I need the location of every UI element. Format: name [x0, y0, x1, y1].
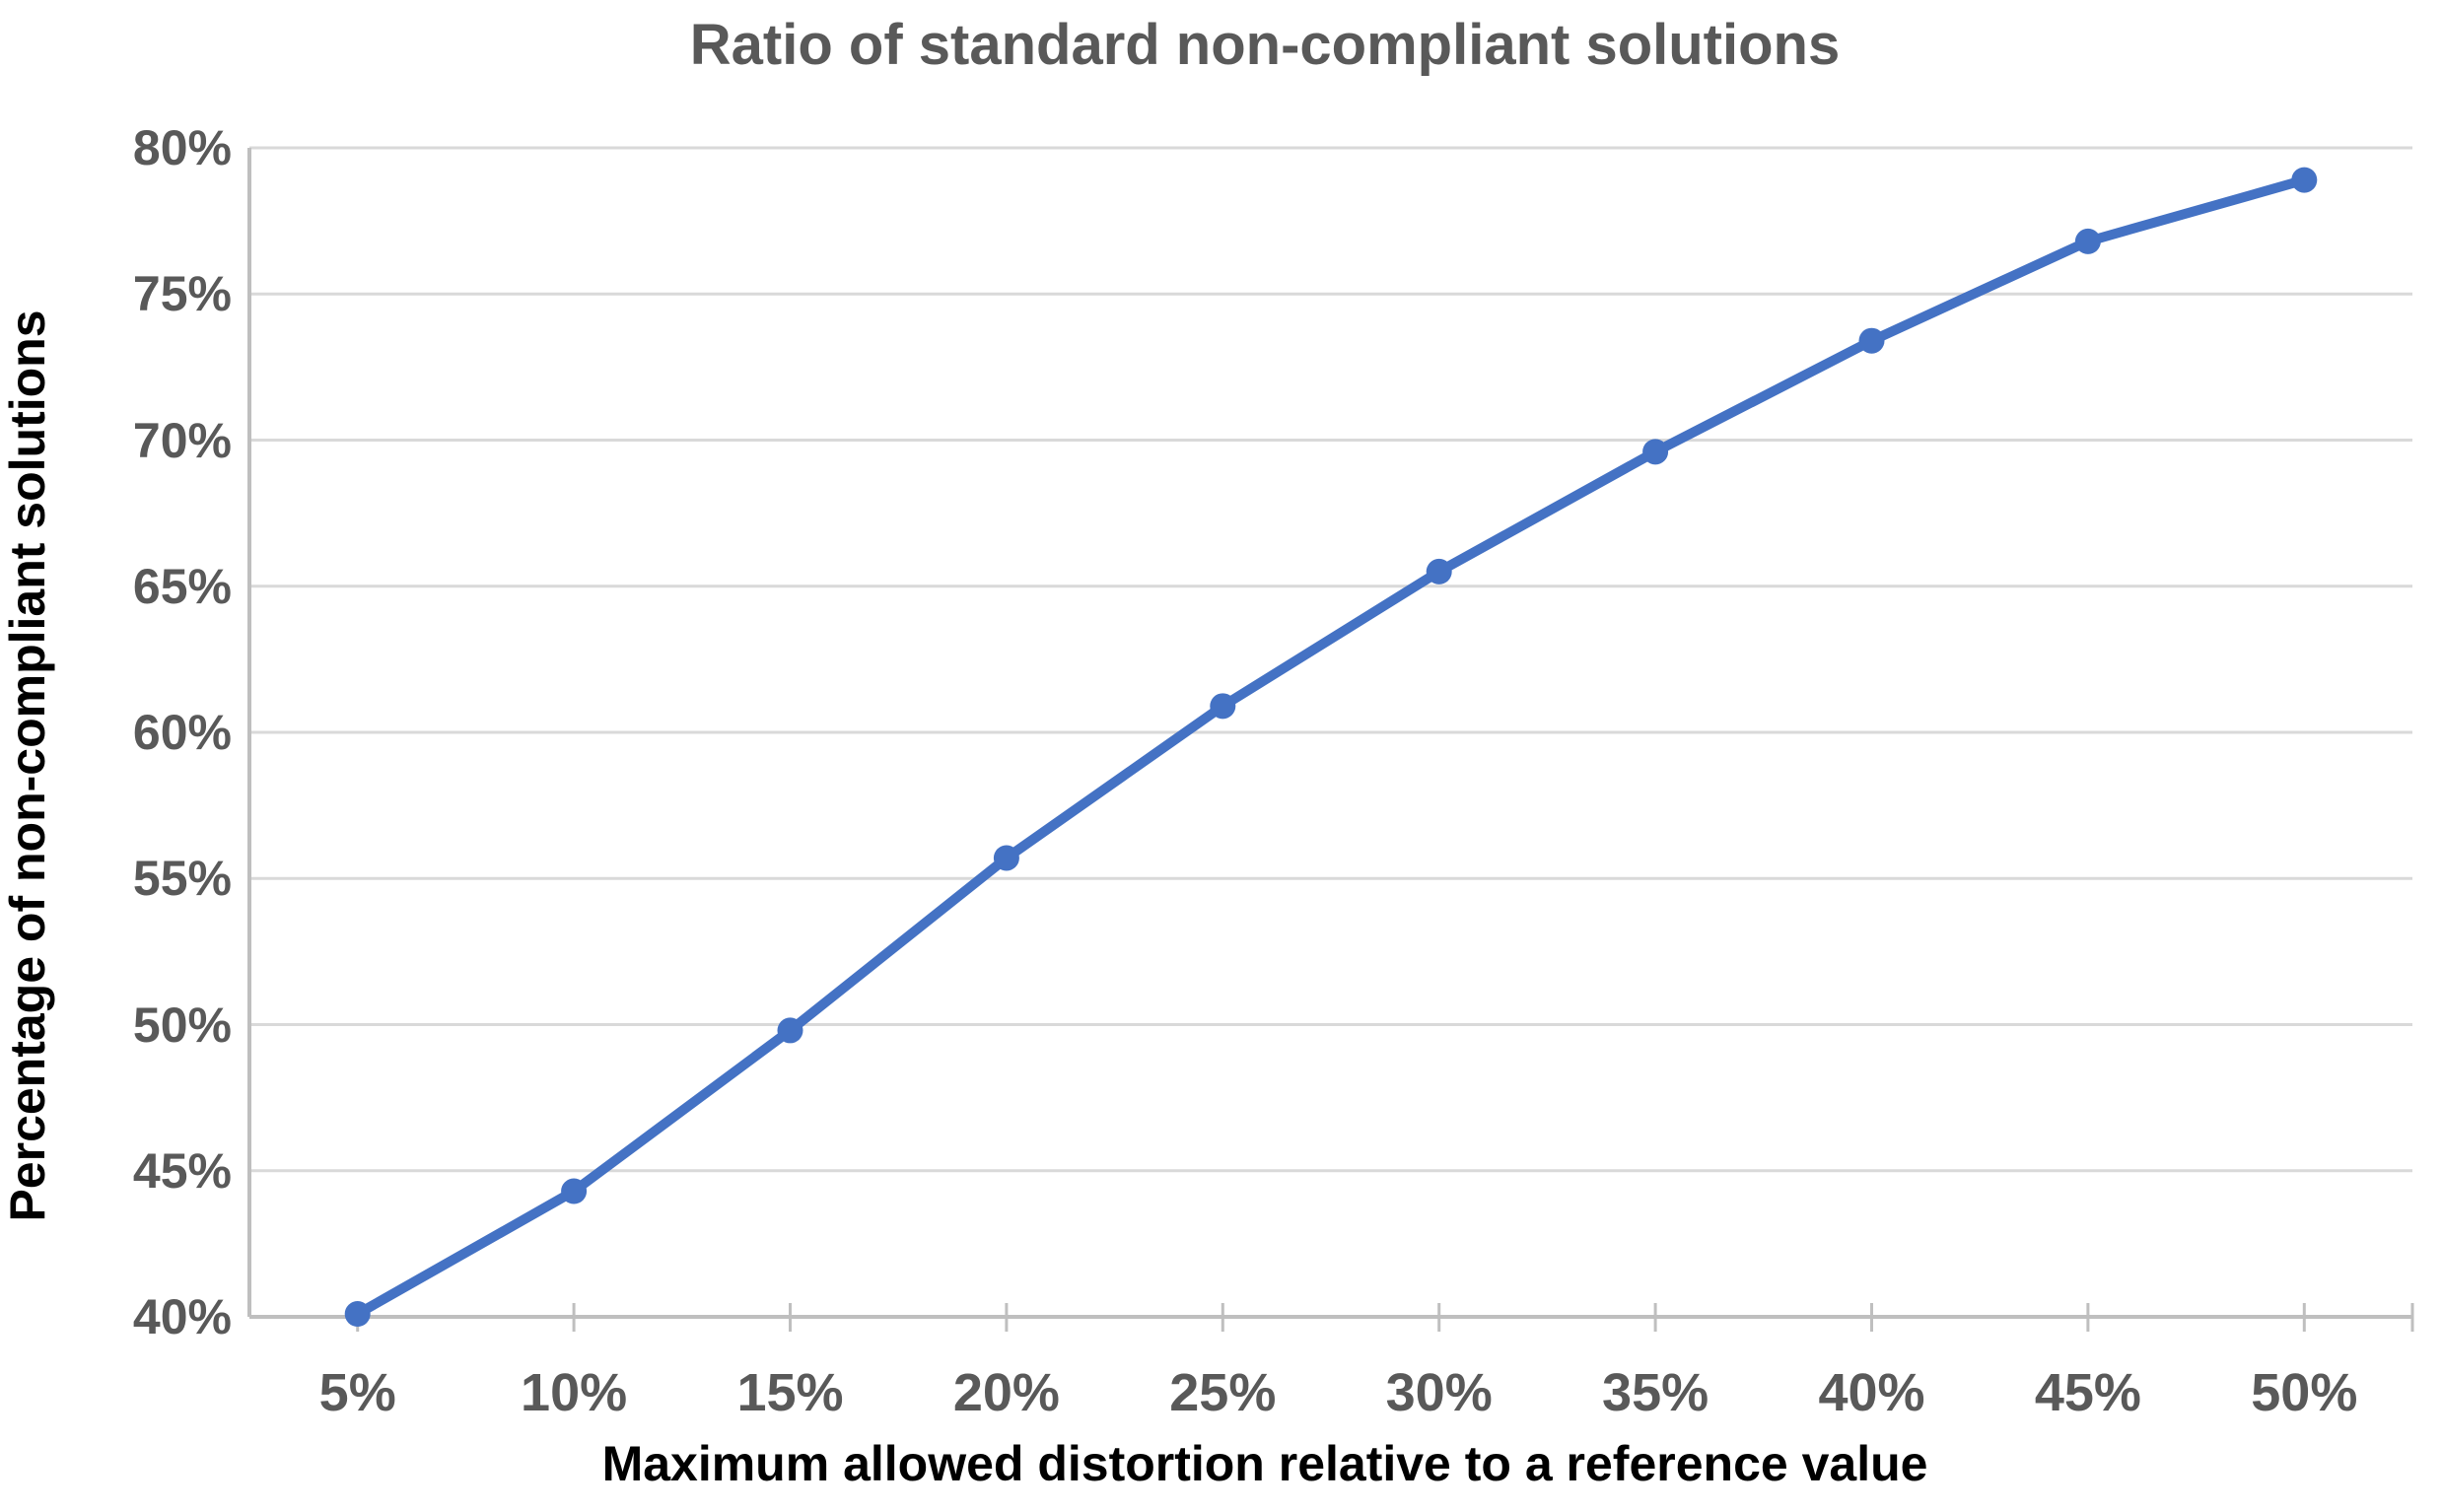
data-point	[777, 1017, 803, 1044]
data-point	[561, 1178, 588, 1204]
y-tick-label: 55%	[132, 851, 232, 907]
data-point	[2291, 167, 2318, 193]
x-axis-title: Maximum allowed distortion relative to a…	[601, 1436, 1928, 1491]
x-tick-label: 25%	[1169, 1363, 1277, 1422]
x-tick-label: 40%	[1818, 1363, 1925, 1422]
x-tick-label: 15%	[736, 1363, 844, 1422]
data-point	[1642, 439, 1669, 465]
data-point	[1426, 558, 1452, 584]
x-tick-label: 30%	[1385, 1363, 1493, 1422]
y-tick-label: 60%	[132, 705, 232, 760]
x-tick-label: 50%	[2251, 1363, 2358, 1422]
y-tick-label: 45%	[132, 1142, 232, 1199]
y-tick-label: 70%	[132, 412, 232, 468]
data-point	[993, 845, 1019, 871]
y-tick-label: 50%	[132, 997, 232, 1053]
data-point	[1210, 693, 1236, 720]
x-tick-label: 5%	[318, 1363, 396, 1422]
y-tick-label: 65%	[132, 558, 232, 614]
y-tick-label: 75%	[132, 266, 232, 322]
y-tick-label: 40%	[132, 1289, 232, 1344]
x-tick-label: 35%	[1602, 1363, 1709, 1422]
data-point	[1858, 327, 1885, 354]
x-tick-label: 20%	[952, 1363, 1060, 1422]
data-point	[344, 1301, 371, 1328]
series-line	[352, 174, 2310, 1320]
y-tick-label: 80%	[132, 120, 232, 175]
x-tick-label: 10%	[521, 1363, 628, 1422]
data-point	[2074, 228, 2101, 254]
x-tick-label: 45%	[2034, 1363, 2141, 1422]
chart-title: Ratio of standard non-compliant solution…	[689, 13, 1841, 77]
